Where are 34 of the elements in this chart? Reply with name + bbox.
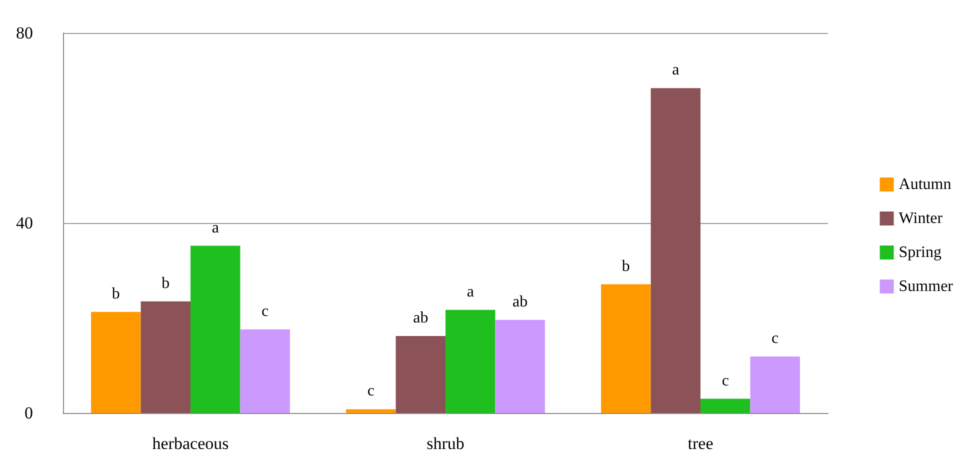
x-tick-label: tree — [688, 434, 714, 453]
bar — [601, 284, 651, 413]
legend-label: Autumn — [898, 176, 952, 193]
data-label: ab — [413, 310, 428, 327]
data-label: a — [466, 283, 474, 300]
y-tick-label: 40 — [16, 214, 33, 232]
legend-label: Summer — [898, 278, 954, 295]
legend-label: Winter — [898, 210, 944, 227]
data-label: a — [672, 62, 680, 79]
bar — [240, 329, 290, 413]
legend-label: Spring — [898, 244, 942, 261]
y-tick-label: 0 — [24, 404, 33, 422]
bar — [396, 336, 446, 413]
x-tick-label: shrub — [426, 434, 464, 453]
data-label: ab — [512, 293, 528, 310]
bar — [700, 398, 750, 413]
data-label: a — [212, 219, 219, 236]
bar — [650, 88, 700, 413]
bar — [140, 301, 190, 413]
data-label: c — [772, 330, 779, 347]
x-tick-label: herbaceous — [152, 434, 229, 453]
data-label: c — [367, 382, 374, 400]
bar — [346, 409, 396, 413]
y-tick-label: 80 — [16, 24, 33, 42]
bar — [495, 320, 545, 413]
data-label: b — [112, 285, 120, 302]
data-label: b — [162, 274, 170, 292]
data-label: c — [262, 302, 269, 320]
data-label: b — [622, 258, 630, 275]
bar — [190, 246, 240, 413]
data-label: c — [722, 372, 729, 390]
bar — [750, 356, 800, 413]
bar — [446, 310, 496, 413]
bar — [91, 312, 141, 413]
